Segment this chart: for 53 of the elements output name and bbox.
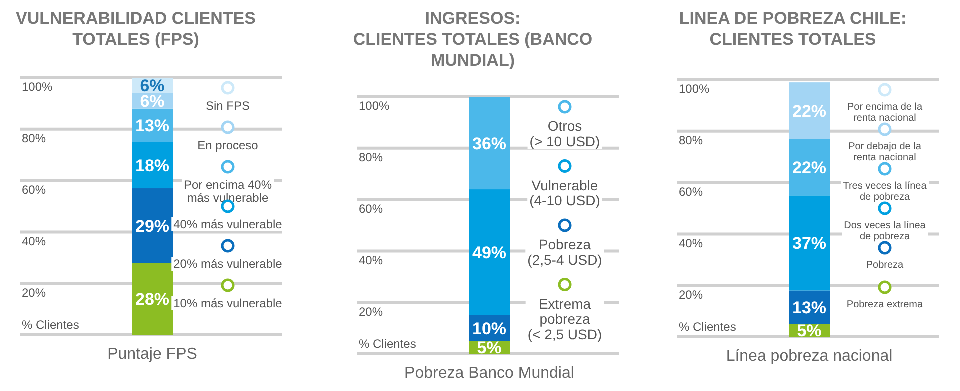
legend-label: Sin FPS [206,99,250,113]
y-tick-label: 80% [679,134,704,148]
y-tick-label: 60% [679,185,704,199]
legend-label: Pobreza (2,5-4 USD) [528,236,602,268]
y-tick-label: 40% [679,236,704,250]
data-label: 5% [797,322,822,341]
y-tick-label: 100% [679,82,710,96]
chart-title: INGRESOS: CLIENTES TOTALES (BANCO MUNDIAL) [353,9,593,70]
y-tick-label: 80% [22,132,46,146]
legend-label: Vulnerable (4-10 USD) [530,177,600,209]
legend-label: Por encima 40% más vulnerable [184,178,272,206]
legend-label: Por encima de la renta nacional [847,102,923,124]
legend-label: 40% más vulnerable [174,218,283,232]
data-label: 29% [135,216,170,236]
x-axis-title: Puntaje FPS [108,346,198,363]
data-label: 13% [135,116,170,136]
legend-label: Por debajo de la renta nacional [848,142,922,164]
data-label: 49% [472,243,507,262]
data-label: 5% [477,338,502,358]
legend-label: Pobreza [866,260,904,271]
y-axis-title: % Clientes [359,337,416,351]
data-label: 36% [472,134,507,154]
data-label: 10% [472,319,507,338]
legend-label: Pobreza extrema [846,300,924,310]
data-label: 22% [792,102,827,121]
legend-label: En proceso [198,138,259,152]
data-label: 28% [135,290,170,310]
y-tick-label: 20% [679,288,704,302]
y-axis-title: % Clientes [679,320,736,334]
data-label: 37% [792,234,827,254]
y-tick-label: 40% [359,253,384,268]
legend-label: 10% más vulnerable [174,296,283,310]
y-tick-label: 40% [22,234,46,248]
chart-title: LINEA DE POBREZA CHILE: CLIENTES TOTALES [679,9,907,49]
y-tick-label: 20% [22,286,46,300]
y-tick-label: 100% [359,99,390,114]
y-tick-label: 80% [359,150,384,165]
data-label: 18% [135,156,170,176]
legend-label: Tres veces la línea de pobreza [843,181,928,203]
y-tick-label: 60% [22,183,46,197]
legend-label: Otros (> 10 USD) [530,118,600,150]
legend-label: 20% más vulnerable [174,257,283,271]
x-axis-title: Línea pobreza nacional [726,348,893,365]
data-label: 22% [792,158,827,178]
legend-label: Dos veces la línea de pobreza [844,220,926,242]
chart-title: VULNERABILIDAD CLIENTES TOTALES (FPS) [16,9,256,49]
legend-label: Extrema pobreza (< 2,5 USD) [528,296,602,343]
y-tick-label: 60% [359,202,384,216]
y-tick-label: 20% [359,304,384,319]
y-tick-label: 100% [22,80,54,94]
y-axis-title: % Clientes [22,318,80,332]
x-axis-title: Pobreza Banco Mundial [404,365,574,382]
data-label: 13% [792,298,827,318]
